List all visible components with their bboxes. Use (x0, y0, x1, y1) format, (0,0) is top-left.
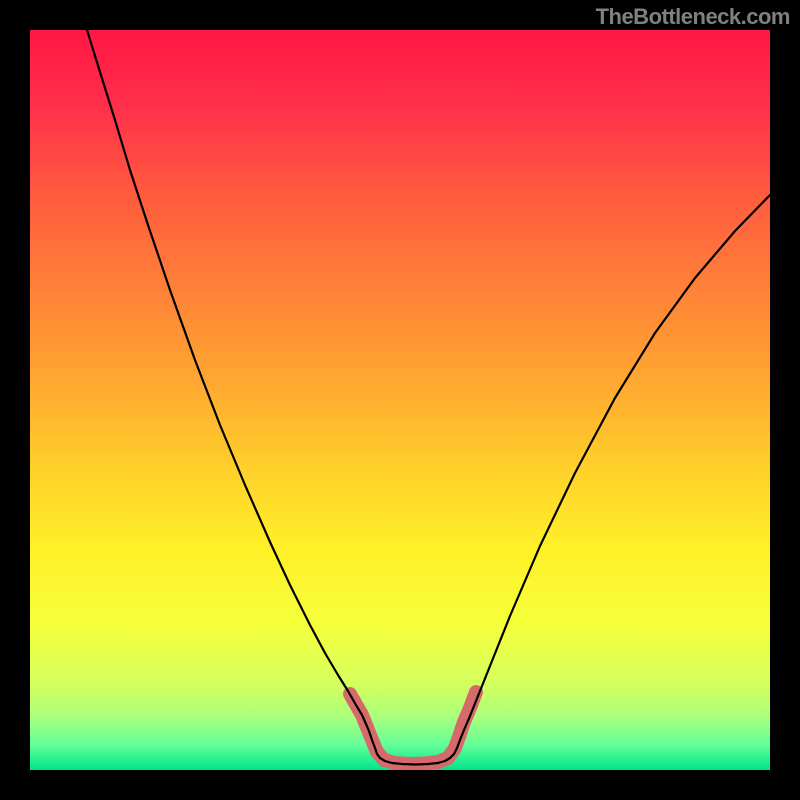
watermark-text: TheBottleneck.com (596, 4, 790, 30)
chart-frame: TheBottleneck.com (0, 0, 800, 800)
curve-layer (30, 30, 770, 770)
plot-area (30, 30, 770, 770)
bottleneck-curve (87, 30, 770, 765)
